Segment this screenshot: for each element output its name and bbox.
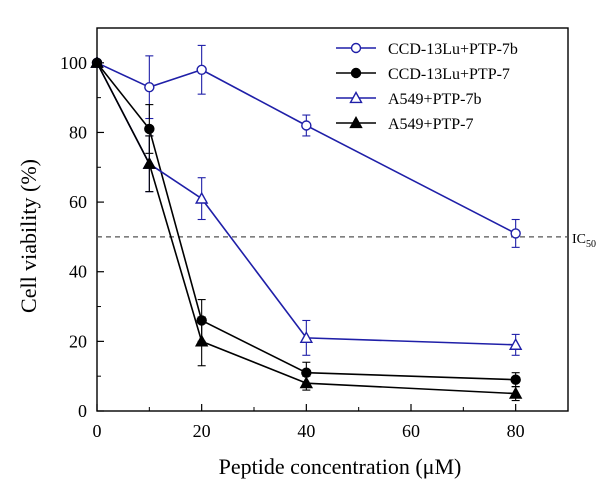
legend-label-0: CCD-13Lu+PTP-7b bbox=[388, 41, 518, 58]
data-point-3-4 bbox=[508, 386, 523, 399]
series-layer bbox=[90, 44, 523, 402]
legend: CCD-13Lu+PTP-7b CCD-13Lu+PTP-7 A549+PTP-7b… bbox=[336, 41, 518, 133]
data-point-0-2 bbox=[196, 64, 207, 75]
data-point-3-1 bbox=[142, 156, 157, 169]
data-point-3-2 bbox=[194, 334, 209, 347]
data-point-3-0 bbox=[90, 55, 104, 68]
y-tick-label-0: 0 bbox=[78, 401, 87, 421]
legend-marker bbox=[349, 91, 363, 104]
data-point-2-3 bbox=[299, 330, 314, 343]
y-tick-label-20: 20 bbox=[69, 331, 87, 351]
y-tick-label-40: 40 bbox=[69, 262, 87, 282]
data-point-1-4 bbox=[510, 374, 521, 385]
legend-marker bbox=[349, 116, 363, 129]
data-point-1-1 bbox=[144, 123, 155, 135]
series-line-0 bbox=[96, 62, 517, 235]
y-tick-label-60: 60 bbox=[69, 192, 87, 212]
legend-entry-1: CCD-13Lu+PTP-7 bbox=[336, 66, 510, 83]
data-point-0-3 bbox=[301, 120, 312, 131]
ic50-label: IC50 bbox=[572, 232, 596, 250]
data-point-0-1 bbox=[144, 81, 155, 93]
legend-marker bbox=[350, 67, 362, 79]
x-tick-label-60: 60 bbox=[402, 421, 420, 441]
legend-entry-2: A549+PTP-7b bbox=[336, 91, 481, 108]
data-point-0-4 bbox=[510, 228, 521, 239]
data-point-3-3 bbox=[299, 376, 314, 389]
axes-layer: 0 20 40 60 80 0 20 40 60 80 100 bbox=[60, 27, 569, 441]
legend-entry-3: A549+PTP-7 bbox=[336, 116, 473, 133]
x-tick-label-40: 40 bbox=[297, 421, 315, 441]
plot-frame bbox=[96, 27, 569, 412]
legend-label-3: A549+PTP-7 bbox=[388, 116, 473, 133]
x-tick-label-80: 80 bbox=[507, 421, 525, 441]
y-tick-label-100: 100 bbox=[60, 53, 87, 73]
legend-entry-0: CCD-13Lu+PTP-7b bbox=[336, 41, 518, 58]
data-point-2-4 bbox=[508, 337, 523, 350]
legend-label-1: CCD-13Lu+PTP-7 bbox=[388, 66, 510, 83]
x-tick-label-0: 0 bbox=[93, 421, 102, 441]
x-tick-label-20: 20 bbox=[193, 421, 211, 441]
x-axis-title: Peptide concentration (μM) bbox=[219, 454, 462, 479]
y-tick-label-80: 80 bbox=[69, 122, 87, 142]
y-axis-title: Cell viability (%) bbox=[16, 159, 41, 313]
series-3 bbox=[90, 55, 523, 402]
data-point-2-2 bbox=[194, 191, 209, 204]
legend-label-2: A549+PTP-7b bbox=[388, 91, 481, 108]
legend-marker bbox=[350, 42, 362, 54]
